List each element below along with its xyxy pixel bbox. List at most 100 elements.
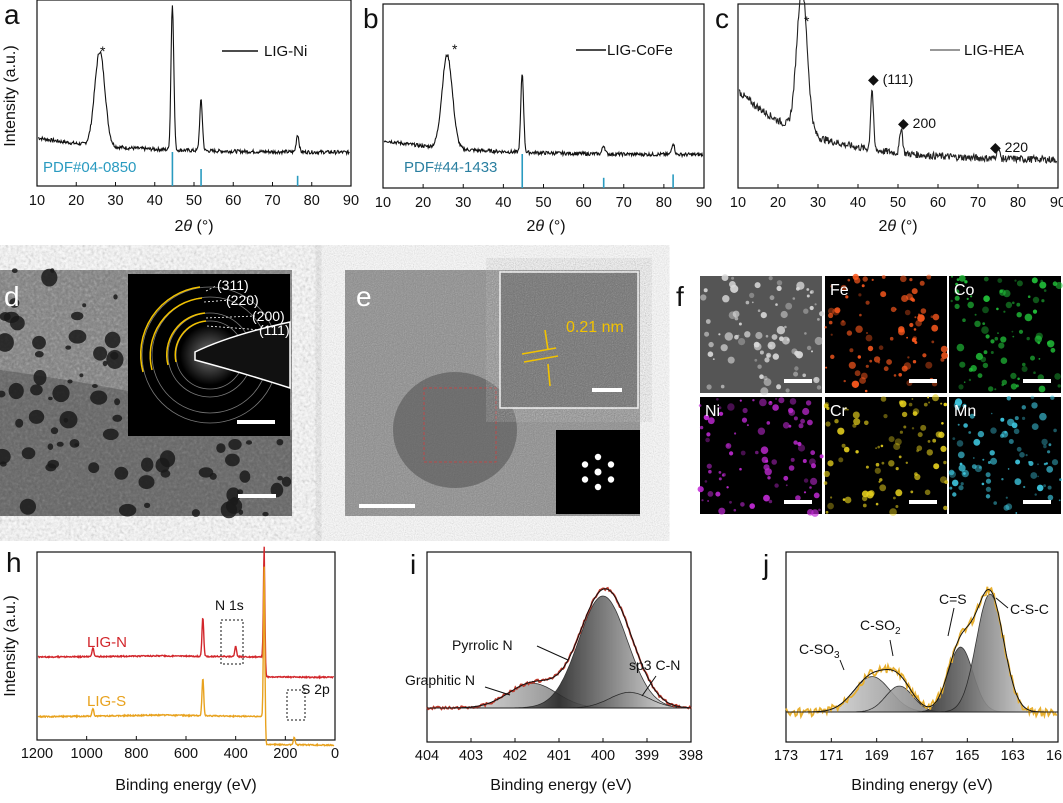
eds-dot	[915, 319, 922, 327]
pore	[198, 467, 214, 478]
eds-dot	[1013, 428, 1020, 435]
x-label-a-theta: θ	[183, 218, 192, 235]
eds-dot	[875, 502, 879, 506]
eds-dot	[911, 427, 915, 430]
eds-dot	[729, 500, 732, 504]
xrd-curve-b	[383, 53, 704, 159]
tick-label-b-1: 20	[415, 195, 431, 211]
eds-dot	[734, 432, 737, 435]
eds-dot	[858, 293, 862, 297]
eds-dot	[951, 275, 953, 278]
eds-dot	[749, 292, 755, 298]
pore	[144, 502, 151, 508]
eds-dot	[731, 276, 735, 280]
tem-darker-region	[0, 370, 292, 516]
eds-dot	[774, 483, 779, 488]
eds-dot	[958, 384, 964, 390]
eds-dot	[700, 294, 707, 301]
eds-dot	[854, 370, 861, 377]
eds-dot	[955, 282, 958, 286]
eds-dot	[1012, 335, 1015, 338]
tick-label-a-7: 80	[304, 193, 320, 209]
tick-label-j-5: 163	[1001, 748, 1025, 764]
eds-dot	[954, 289, 960, 295]
eds-dot	[838, 457, 844, 463]
pore	[30, 384, 43, 396]
panel-label-e: e	[356, 281, 372, 312]
panel-d: (311) (220) (200) (111) d	[0, 268, 292, 519]
eds-dot	[1016, 446, 1022, 452]
pore	[45, 463, 57, 472]
pore	[21, 447, 36, 460]
eds-dot	[1048, 443, 1052, 447]
pore	[71, 311, 84, 321]
eds-dot	[721, 474, 725, 477]
eds-dot	[807, 509, 814, 516]
eds-dot	[982, 322, 986, 325]
x-label-b-post: (°)	[544, 218, 566, 235]
tick-label-h-6: 0	[331, 746, 339, 762]
eds-dot	[913, 328, 917, 331]
eds-dot	[1025, 454, 1028, 457]
eds-dot	[940, 345, 948, 353]
pore	[216, 443, 226, 453]
eds-dot	[720, 344, 728, 352]
eds-dot	[847, 408, 849, 411]
pore	[191, 509, 200, 517]
tick-label-b-3: 40	[495, 195, 511, 211]
eds-dot	[940, 402, 943, 405]
n1s-label: N 1s	[215, 597, 244, 613]
eds-dot	[893, 496, 896, 500]
eds-dot	[724, 332, 733, 341]
eds-dot	[834, 307, 841, 314]
panel-e: 0.21 nm e	[345, 270, 640, 516]
eds-dot	[927, 396, 930, 399]
eds-dot	[1033, 371, 1036, 375]
eds-map-grid: Fe Co Ni Cr Mn	[697, 273, 1063, 517]
eds-dot	[868, 490, 875, 497]
eds-dot	[778, 397, 785, 404]
eds-map-Cr: Cr	[823, 394, 949, 516]
eds-dot	[818, 508, 821, 512]
eds-dot	[983, 295, 990, 303]
eds-dot	[845, 295, 849, 299]
eds-dot	[956, 278, 960, 281]
zoom-region-box	[423, 387, 497, 463]
eds-dot	[1038, 385, 1046, 393]
eds-dot	[1027, 295, 1031, 299]
eds-dot	[982, 306, 989, 314]
eds-dot	[738, 338, 746, 346]
eds-dot	[793, 416, 798, 421]
eds-dot	[964, 280, 968, 284]
eds-dot	[742, 407, 748, 414]
eds-dot	[707, 500, 709, 502]
eds-dot	[715, 491, 721, 497]
eds-dot	[708, 469, 712, 474]
eds-dot	[889, 336, 894, 341]
fft-spot	[594, 453, 602, 461]
eds-map-bg	[825, 276, 947, 393]
eds-dot	[810, 450, 816, 456]
eds-dot	[926, 449, 933, 456]
eds-label-Cr: Cr	[830, 403, 848, 420]
eds-dot	[909, 322, 914, 328]
eds-dot	[865, 300, 870, 305]
pore	[47, 443, 54, 451]
eds-dot	[733, 508, 737, 512]
eds-dot	[1000, 357, 1008, 365]
pore	[8, 382, 24, 400]
pore	[113, 294, 118, 300]
s2p-fit	[785, 586, 1058, 720]
eds-dot	[1000, 433, 1005, 438]
eds-dot	[1030, 395, 1035, 400]
pore	[0, 333, 14, 352]
eds-dot	[951, 479, 959, 487]
eds-dot	[788, 465, 795, 471]
eds-dot	[754, 358, 758, 362]
pore	[118, 503, 137, 517]
eds-dot	[958, 485, 964, 491]
tick-label-a-5: 60	[225, 193, 241, 209]
eds-dot	[811, 350, 813, 353]
eds-dot	[1043, 444, 1047, 449]
s2p-label: S 2p	[301, 681, 330, 697]
